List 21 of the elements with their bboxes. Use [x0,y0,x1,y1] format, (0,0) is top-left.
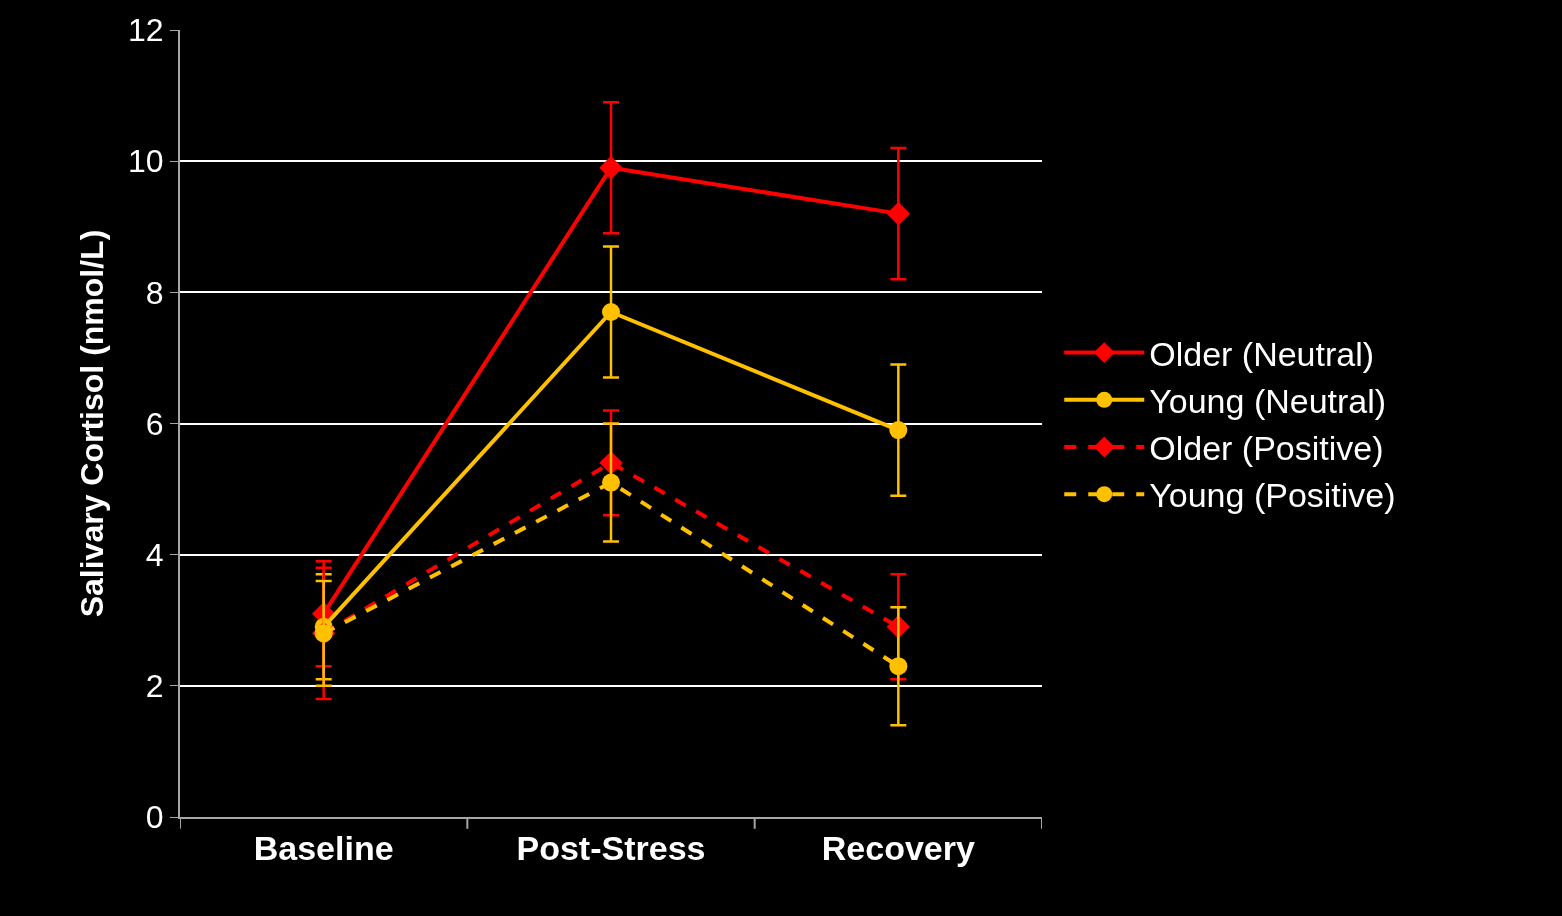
x-tick-label: Post-Stress [516,828,706,867]
point [602,303,620,321]
y-tick-label: 0 [145,799,164,836]
y-axis-title: Salivary Cortisol (nmol/L) [73,229,110,618]
legend-label: Young (Positive) [1149,476,1396,515]
point [602,473,620,492]
y-tick-label: 6 [145,405,164,442]
point [889,421,908,440]
point [599,156,623,180]
y-tick-label: 10 [128,143,164,180]
point [889,657,908,676]
x-tick-label: Recovery [821,828,975,867]
y-tick-label: 2 [145,668,164,705]
legend-label: Young (Neutral) [1149,382,1387,421]
legend-label: Older (Neutral) [1149,334,1375,373]
legend-label: Older (Positive) [1149,429,1384,468]
y-tick-label: 12 [128,12,164,49]
x-tick-label: Baseline [253,828,394,867]
y-tick-label: 8 [145,274,164,311]
point [886,201,911,226]
y-tick-label: 4 [145,536,164,573]
